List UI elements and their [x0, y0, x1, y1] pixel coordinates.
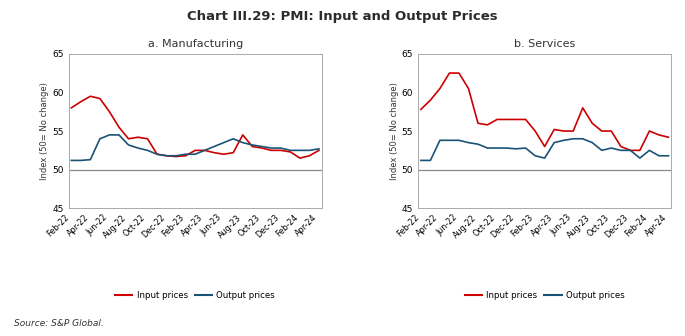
Text: Source: S&P Global.: Source: S&P Global. — [14, 319, 103, 328]
Title: b. Services: b. Services — [514, 39, 575, 49]
Legend: Input prices, Output prices: Input prices, Output prices — [115, 291, 275, 300]
Legend: Input prices, Output prices: Input prices, Output prices — [464, 291, 625, 300]
Y-axis label: Index (50= No change): Index (50= No change) — [40, 82, 49, 180]
Text: Chart III.29: PMI: Input and Output Prices: Chart III.29: PMI: Input and Output Pric… — [187, 10, 498, 23]
Title: a. Manufacturing: a. Manufacturing — [147, 39, 242, 49]
Y-axis label: Index (50= No change): Index (50= No change) — [390, 82, 399, 180]
